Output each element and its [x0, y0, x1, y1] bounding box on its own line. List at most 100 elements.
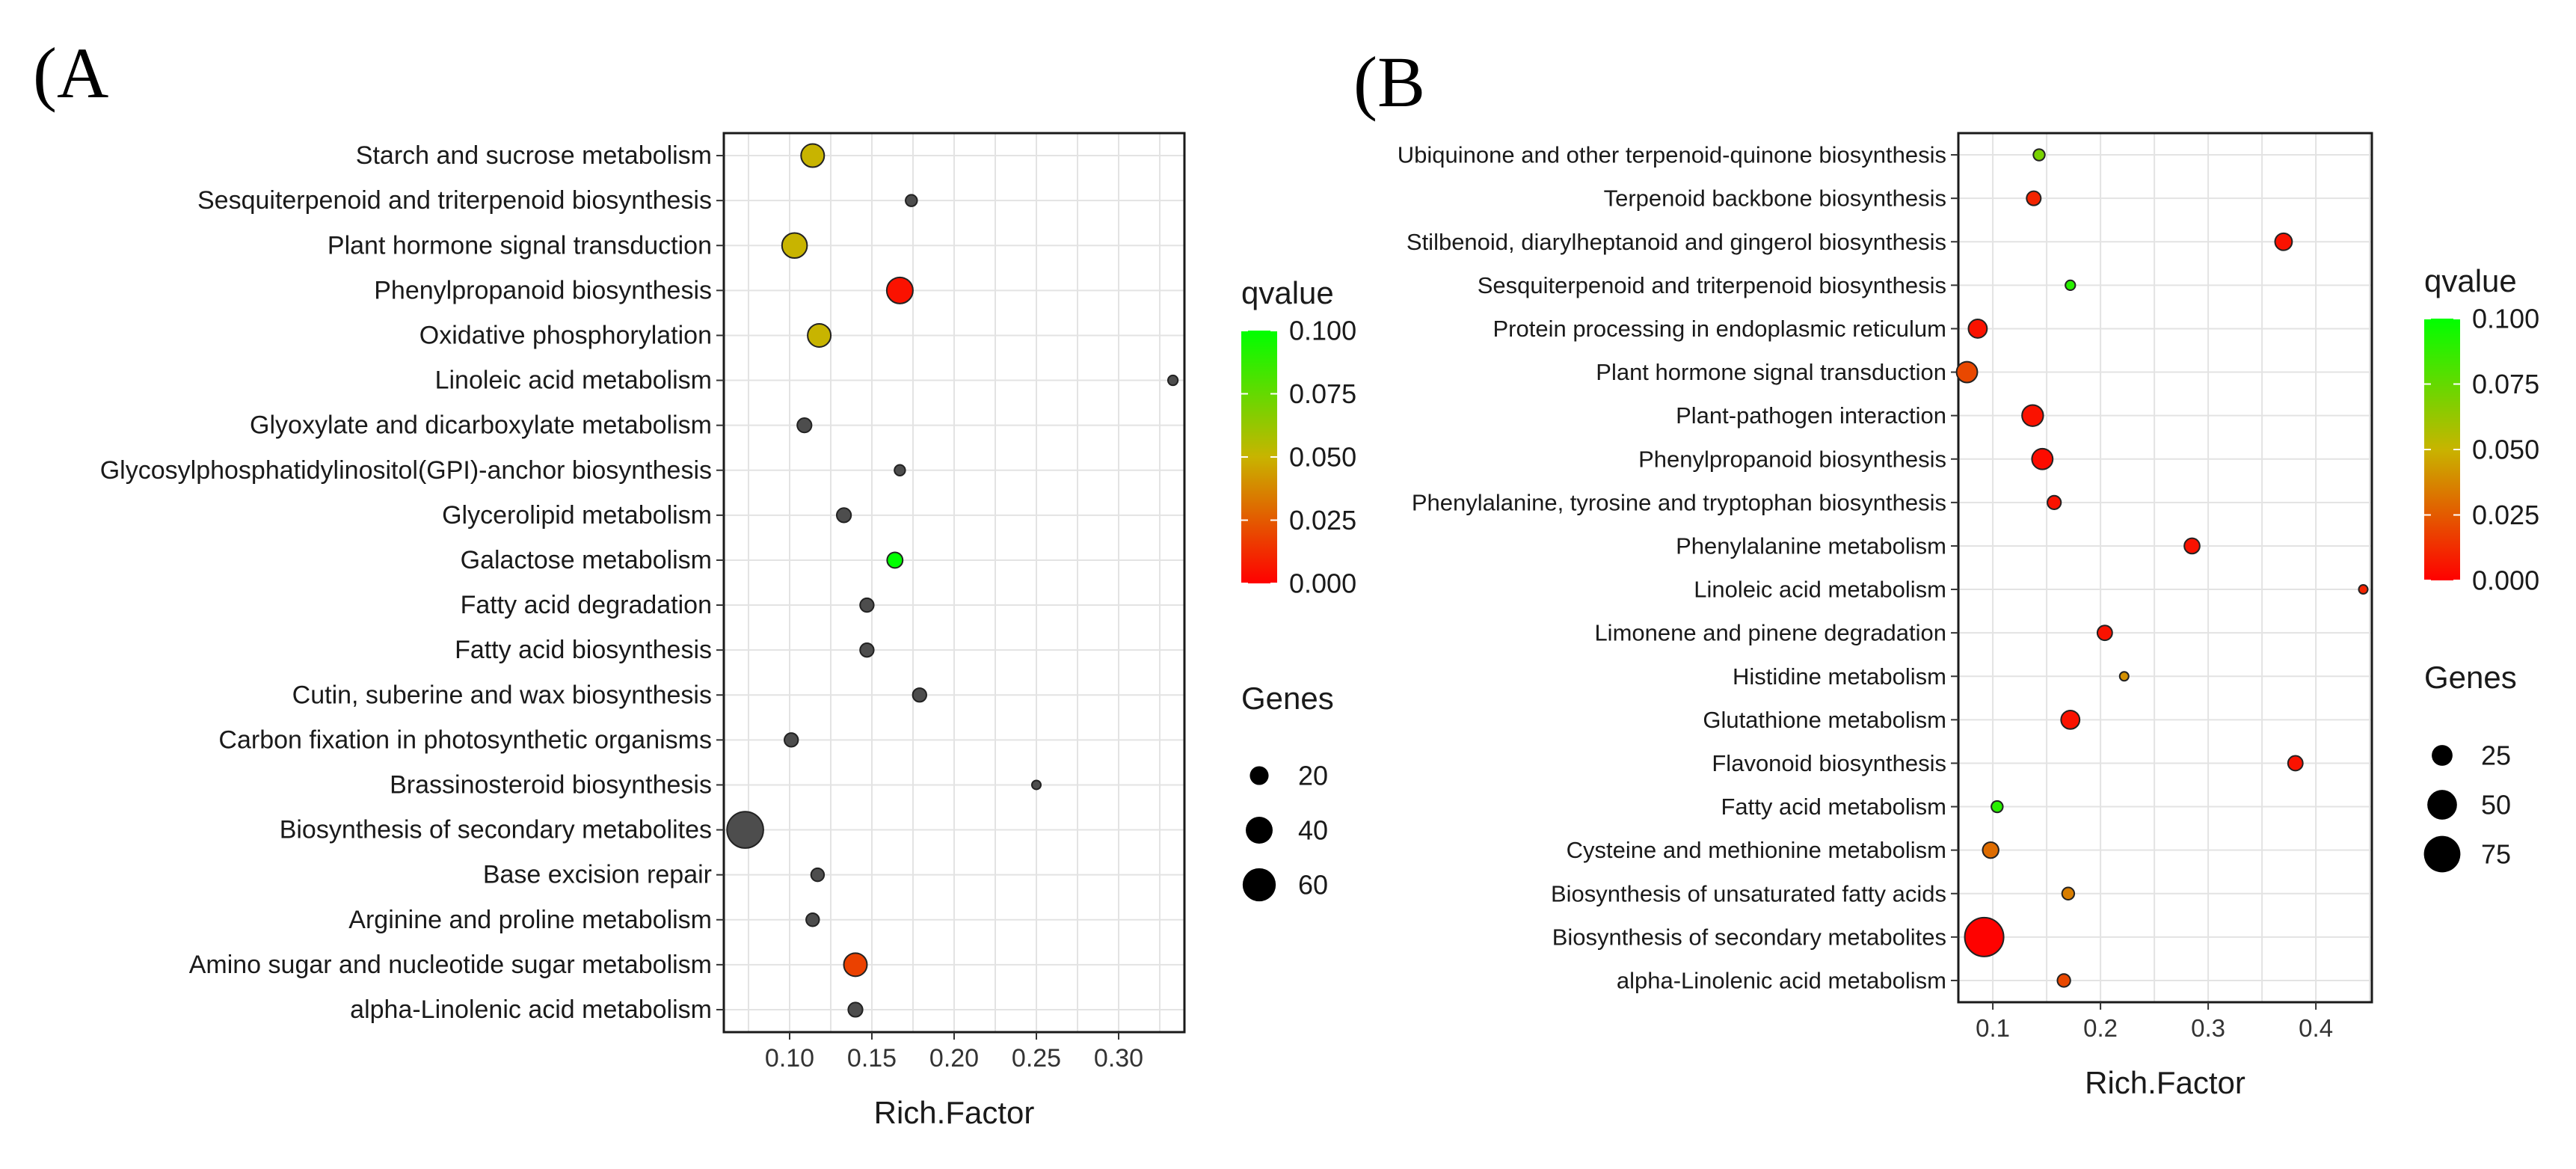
panel-a-genes-legend-label: 60 — [1298, 870, 1328, 900]
panel-b-pathway-label: Phenylalanine metabolism — [1676, 533, 1946, 559]
panel-b-point — [1955, 360, 1979, 384]
panel-b-plot-area — [1958, 133, 2372, 1002]
panel-a-label: (A — [33, 33, 109, 113]
panel-b-qvalue-legend-title: qvalue — [2424, 263, 2517, 298]
panel-b-pathway-label: Biosynthesis of unsaturated fatty acids — [1551, 880, 1946, 906]
panel-a-point — [836, 507, 852, 524]
panel-b-pathway-label: Cysteine and methionine metabolism — [1567, 837, 1946, 863]
panel-a-point — [859, 642, 875, 658]
panel-a-point — [807, 322, 832, 348]
panel-b-point — [2096, 625, 2113, 642]
panel-a-genes-legend-label: 40 — [1298, 815, 1328, 846]
panel-a-x-tick-label: 0.10 — [765, 1044, 814, 1073]
panel-b-genes-legend-label: 75 — [2481, 839, 2511, 870]
panel-a-pathway-label: Glyoxylate and dicarboxylate metabolism — [250, 411, 712, 440]
panel-a-pathway-label: Galactose metabolism — [461, 546, 712, 574]
panel-a-pathway-label: Arginine and proline metabolism — [348, 906, 712, 934]
panel-a-point — [912, 687, 927, 703]
panel-b-point — [2031, 447, 2054, 470]
panel-a-point — [800, 143, 826, 168]
panel-b-colorbar-tick-label: 0.075 — [2472, 369, 2539, 399]
panel-a-point — [796, 417, 813, 434]
panel-a-colorbar-tick-label: 0.050 — [1289, 442, 1356, 473]
panel-a-x-tick-label: 0.20 — [929, 1044, 979, 1073]
panel-a-colorbar-tick-label: 0.075 — [1289, 378, 1356, 409]
panel-b-point — [2274, 232, 2293, 251]
panel-a-point — [847, 1001, 864, 1018]
panel-a-point — [784, 732, 799, 748]
panel-a-pathway-label: Oxidative phosphorylation — [419, 321, 712, 349]
panel-b-x-tick-label: 0.4 — [2299, 1014, 2333, 1042]
panel-b-pathway-label: Plant hormone signal transduction — [1596, 359, 1946, 385]
chart-panel-a: Starch and sucrose metabolism Sesquiterpe… — [100, 132, 1356, 1130]
panel-a-pathway-label: Phenylpropanoid biosynthesis — [374, 276, 712, 304]
panel-a-point — [810, 867, 826, 883]
panel-b-point — [2060, 709, 2081, 730]
panel-a-genes-legend-dot — [1246, 817, 1273, 844]
panel-a-pathway-label: Plant hormone signal transduction — [328, 231, 712, 260]
panel-a-point — [805, 912, 820, 927]
panel-b-genes-legend-label: 50 — [2481, 790, 2511, 820]
panel-b-pathway-label: Linoleic acid metabolism — [1694, 577, 1946, 603]
panel-b-colorbar-tick-label: 0.100 — [2472, 304, 2539, 334]
panel-b-pathway-label: Flavonoid biosynthesis — [1712, 750, 1946, 776]
panel-b-point — [2021, 404, 2044, 427]
panel-a-pathway-label: Linoleic acid metabolism — [435, 366, 712, 395]
panel-b-pathway-label: Phenylalanine, tyrosine and tryptophan b… — [1412, 489, 1946, 515]
panel-b-point — [2047, 494, 2062, 510]
panel-b-x-tick-label: 0.1 — [1976, 1014, 2010, 1042]
panel-a-x-axis-title: Rich.Factor — [874, 1095, 1035, 1130]
panel-a-point — [843, 952, 868, 978]
panel-a-pathway-label: Amino sugar and nucleotide sugar metabol… — [189, 951, 712, 979]
panel-b-point — [2358, 584, 2369, 595]
panel-b-x-axis-title: Rich.Factor — [2085, 1065, 2245, 1100]
panel-a-point — [726, 811, 764, 849]
panel-b-point — [2026, 190, 2042, 206]
panel-a-pathway-label: Biosynthesis of secondary metabolites — [280, 816, 712, 844]
panel-b-point — [1991, 800, 2004, 814]
panel-b-point — [2065, 279, 2077, 291]
panel-b-pathway-label: Fatty acid metabolism — [1721, 794, 1947, 820]
panel-b-point — [2287, 755, 2304, 772]
panel-b-label: (B — [1353, 42, 1425, 122]
panel-b-point — [2061, 886, 2076, 900]
panel-a-colorbar-tick-label: 0.025 — [1289, 505, 1356, 536]
panel-b-pathway-label: Glutathione metabolism — [1703, 707, 1946, 733]
panel-b-genes-legend-dot — [2423, 835, 2461, 873]
panel-b-pathway-label: Limonene and pinene degradation — [1594, 620, 1946, 646]
panel-b-point — [2056, 973, 2071, 988]
panel-a-pathway-label: Starch and sucrose metabolism — [356, 141, 712, 170]
panel-b-pathway-label: Histidine metabolism — [1733, 663, 1946, 690]
panel-a-point — [859, 597, 875, 613]
panel-a-x-tick-label: 0.30 — [1094, 1044, 1143, 1073]
panel-a-point — [1031, 779, 1042, 791]
panel-a-pathway-label: Fatty acid biosynthesis — [455, 636, 712, 664]
panel-b-pathway-label: Sesquiterpenoid and triterpenoid biosynt… — [1478, 272, 1946, 298]
panel-b-pathway-label: Terpenoid backbone biosynthesis — [1604, 185, 1946, 212]
panel-b-genes-legend-title: Genes — [2424, 660, 2517, 695]
panel-a-pathway-label: Fatty acid degradation — [461, 591, 712, 619]
panel-b-colorbar-tick-label: 0.025 — [2472, 500, 2539, 530]
panel-b-panel-border — [1957, 132, 2373, 1004]
panel-b-pathway-label: Biosynthesis of secondary metabolites — [1552, 924, 1946, 950]
panel-a-pathway-label: alpha-Linolenic acid metabolism — [350, 995, 712, 1024]
panel-a-point — [1166, 374, 1179, 387]
panel-b-genes-legend-dot — [2432, 745, 2453, 766]
panel-b-genes-legend-dot — [2427, 790, 2457, 820]
panel-b-genes-legend-label: 25 — [2481, 740, 2511, 771]
panel-a-point — [886, 551, 904, 569]
panel-a-point — [905, 194, 918, 207]
panel-a-genes-legend-dot — [1242, 868, 1276, 902]
panel-a-pathway-label: Carbon fixation in photosynthetic organi… — [218, 725, 712, 754]
panel-a-pathway-label: Glycerolipid metabolism — [442, 501, 712, 530]
chart-panel-b: Ubiquinone and other terpenoid-quinone b… — [1398, 132, 2539, 1100]
panel-a-x-tick-label: 0.25 — [1012, 1044, 1061, 1073]
panel-b-point — [2183, 537, 2201, 555]
panel-b-pathway-label: Phenylpropanoid biosynthesis — [1638, 446, 1946, 472]
panel-a-qvalue-legend-title: qvalue — [1241, 275, 1334, 310]
panel-a-point — [781, 232, 808, 260]
panel-b-colorbar-tick-label: 0.050 — [2472, 435, 2539, 465]
panel-b-pathway-label: Stilbenoid, diarylheptanoid and gingerol… — [1407, 229, 1946, 255]
panel-b-point — [1964, 916, 2005, 957]
